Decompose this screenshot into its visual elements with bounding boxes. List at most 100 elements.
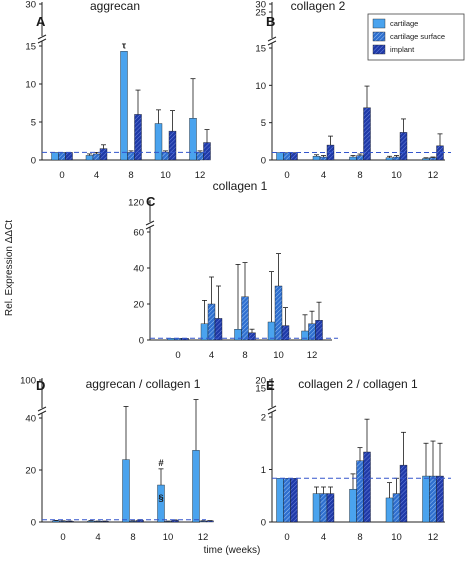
bar-implant-week-12 [315,320,323,341]
legend: cartilage cartilage surface implant [367,13,465,61]
panel-title: collagen 1 [213,179,268,193]
bar-implant-week-10 [399,132,408,161]
panel-A: 0 5 10 15 30 0 4 8 10 12 τ aggrecan A [25,0,211,181]
y-tick-label: 0 [139,336,144,347]
legend-label-implant: implant [390,45,415,54]
bar-cartilage-surface-week-12 [308,323,316,341]
y-tick-label: 0 [31,156,36,167]
legend-label-cartilage: cartilage [390,19,418,28]
x-axis-label: time (weeks) [204,545,261,556]
bar-cartilage-week-12 [422,158,430,161]
x-tick-label: 8 [130,532,135,543]
panel-letter: B [266,14,275,29]
bar-cartilage-surface-week-8 [356,155,364,161]
bar-cartilage-surface-week-10 [392,156,401,161]
axis-break-mark [37,406,47,412]
y-tick-label: 20 [255,376,266,387]
bar-implant-week-4 [326,493,335,523]
bar-cartilage-week-0 [51,152,59,161]
legend-label-cartilage-surface: cartilage surface [390,32,445,41]
x-tick-label: 0 [284,170,289,181]
bar-cartilage-surface-week-8 [127,152,135,161]
bar-cartilage-week-12 [192,450,200,523]
y-tick-label: 5 [31,118,36,129]
axis-break-gap [37,408,47,413]
x-tick-label: 10 [391,532,402,543]
y-tick-label: 1 [261,465,266,476]
x-tick-label: 8 [128,170,133,181]
bar-annotation: § [158,493,163,504]
y-tick-label: 120 [128,198,144,209]
bar-implant-week-8 [136,519,144,523]
y-tick-label: 0 [31,518,36,529]
bar-implant-week-8 [248,332,256,341]
bar-cartilage-week-8 [349,156,357,161]
bar-cartilage-week-8 [349,488,357,523]
bar-cartilage-surface-week-12 [196,152,204,161]
y-tick-label: 100 [20,376,36,387]
x-tick-label: 10 [163,532,174,543]
legend-swatch-implant [372,44,386,55]
panel-letter: A [36,14,46,29]
bar-cartilage-surface-week-0 [58,152,66,161]
panel-letter: E [266,378,275,393]
x-tick-label: 8 [357,532,362,543]
bar-implant-week-0 [290,478,298,523]
bar-annotation: # [158,458,164,469]
bar-cartilage-surface-week-10 [274,285,283,341]
x-tick-label: 12 [428,532,439,543]
bar-cartilage-week-0 [52,520,60,523]
bar-cartilage-surface-week-4 [92,153,101,161]
x-tick-label: 4 [321,532,326,543]
y-tick-label: 15 [25,42,36,53]
axis-break-mark [37,34,47,40]
bar-cartilage-surface-week-8 [241,296,249,341]
x-tick-label: 0 [175,350,180,361]
y-tick-label: 2 [261,413,266,424]
bar-cartilage-surface-week-0 [283,478,291,523]
panel-title: aggrecan [90,0,140,13]
panel-title: collagen 2 / collagen 1 [298,377,418,391]
bar-cartilage-surface-week-4 [319,493,328,523]
bar-cartilage-week-12 [422,475,430,523]
bar-cartilage-week-12 [189,117,197,161]
axis-break-mark [267,409,277,415]
x-tick-label: 4 [94,170,99,181]
x-tick-label: 8 [242,350,247,361]
bar-cartilage-surface-week-12 [429,157,437,161]
x-tick-label: 10 [273,350,284,361]
axis-break-mark [145,220,155,226]
bar-cartilage-week-10 [385,497,394,523]
bar-cartilage-surface-week-8 [356,460,364,523]
panel-title: collagen 2 [291,0,346,13]
axis-break-gap [267,38,277,43]
bar-implant-week-4 [99,148,108,161]
axis-break-gap [145,222,155,227]
y-tick-label: 40 [25,414,36,425]
bar-cartilage-week-0 [276,478,284,523]
x-tick-label: 0 [284,532,289,543]
bar-cartilage-surface-week-4 [319,156,328,161]
bar-implant-week-8 [134,114,142,161]
y-axis-label: Rel. Expression ΔΔCt [4,220,15,316]
bar-cartilage-surface-week-12 [429,475,437,523]
x-tick-label: 12 [198,532,209,543]
bar-cartilage-surface-week-10 [161,152,170,161]
axis-break-mark [145,224,155,230]
bar-cartilage-week-0 [276,152,284,161]
legend-swatch-cartilage-surface [372,31,386,42]
bar-cartilage-week-4 [200,323,209,341]
bar-cartilage-surface-week-10 [392,493,401,523]
bar-implant-week-0 [65,152,73,161]
bar-cartilage-week-10 [385,157,394,161]
x-tick-label: 0 [60,532,65,543]
axis-break-mark [37,38,47,44]
y-tick-label: 0 [261,518,266,529]
bar-implant-week-12 [436,475,444,523]
bar-implant-week-10 [171,520,179,523]
y-tick-label: 30 [255,0,266,11]
y-tick-label: 10 [255,81,266,92]
bar-cartilage-week-4 [87,520,95,523]
bar-implant-week-4 [214,318,223,341]
